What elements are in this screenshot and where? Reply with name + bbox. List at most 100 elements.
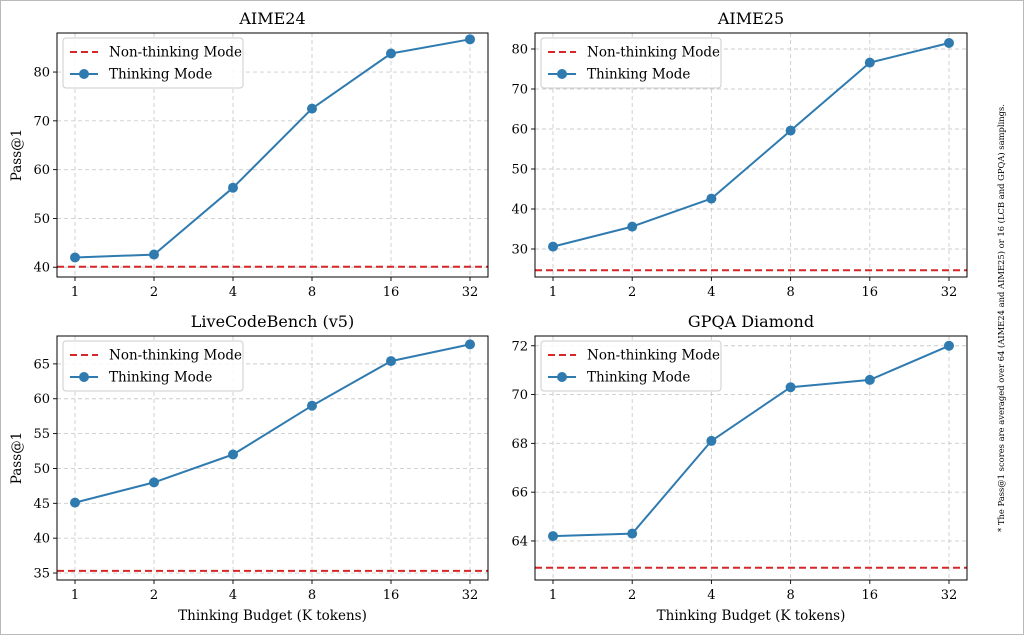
y-tick-label: 68 (511, 437, 528, 452)
legend-thinking-label: Thinking Mode (587, 370, 690, 386)
subplot-livecodebench: LiveCodeBench (v5) 1 2 4 8 16 32 35 40 45 50 55 60 65… (9, 312, 489, 624)
y-tick-label: 60 (33, 392, 50, 407)
axes-frame (56, 335, 489, 581)
legend-thinking-label: Thinking Mode (109, 67, 212, 83)
thinking-point (785, 382, 796, 393)
y-tick-label: 35 (33, 567, 50, 582)
y-tick-label: 80 (511, 43, 528, 58)
subplot-aime25: AIME25 1 2 4 8 16 32 30 40 50 60 70 80 Non-thinking M… (511, 9, 968, 300)
x-tick-label: 16 (383, 285, 400, 300)
x-tick-label: 4 (707, 588, 715, 603)
y-tick-label: 64 (511, 534, 528, 549)
thinking-point (548, 241, 558, 252)
y-tick-label: 40 (511, 203, 528, 218)
x-tick-label: 32 (462, 588, 479, 603)
y-tick-label: 66 (511, 486, 528, 501)
legend-thinking-marker (557, 69, 567, 79)
subplot-title: LiveCodeBench (v5) (191, 312, 354, 331)
thinking-point (465, 339, 475, 350)
legend: Non-thinking Mode Thinking Mode (62, 37, 244, 89)
y-tick-label: 40 (33, 261, 50, 276)
x-tick-label: 2 (150, 588, 158, 603)
legend: Non-thinking Mode Thinking Mode (62, 340, 244, 392)
y-tick-label: 60 (511, 123, 528, 138)
thinking-point (864, 374, 875, 385)
x-tick-label: 16 (862, 588, 879, 603)
x-tick-label: 32 (462, 285, 479, 300)
legend-thinking-marker (557, 372, 567, 382)
x-axis-label: Thinking Budget (K tokens) (178, 608, 367, 624)
legend: Non-thinking Mode Thinking Mode (540, 340, 722, 392)
legend-thinking-marker (79, 69, 89, 79)
x-tick-label: 1 (71, 285, 79, 300)
legend-box (540, 37, 722, 89)
footnote-text: * The Pass@1 scores are averaged over 64… (996, 104, 1006, 532)
x-tick-label: 2 (628, 588, 636, 603)
thinking-line (74, 343, 471, 504)
thinking-point (548, 531, 558, 542)
thinking-point (627, 221, 638, 232)
x-tick-label: 4 (229, 588, 237, 603)
thinking-point (465, 34, 475, 45)
y-tick-label: 40 (33, 532, 50, 547)
x-tick-label: 4 (229, 285, 237, 300)
thinking-point (864, 57, 875, 68)
thinking-point (944, 38, 954, 48)
x-tick-label: 8 (786, 285, 794, 300)
y-axis-label: Pass@1 (9, 432, 25, 484)
y-tick-label: 30 (511, 243, 528, 258)
legend-thinking-label: Thinking Mode (109, 370, 212, 386)
legend-non-thinking-label: Non-thinking Mode (587, 348, 720, 364)
thinking-point (307, 103, 317, 114)
y-tick-label: 70 (511, 388, 528, 403)
y-tick-label: 70 (511, 83, 528, 98)
thinking-point (386, 48, 396, 59)
legend-box (540, 340, 722, 392)
legend: Non-thinking Mode Thinking Mode (540, 37, 722, 89)
thinking-point (785, 125, 796, 136)
x-tick-label: 16 (862, 285, 879, 300)
legend-non-thinking-label: Non-thinking Mode (109, 348, 242, 364)
x-tick-label: 32 (941, 588, 958, 603)
legend-non-thinking-label: Non-thinking Mode (587, 45, 720, 61)
y-tick-label: 65 (33, 357, 50, 372)
x-axis-label: Thinking Budget (K tokens) (657, 608, 846, 624)
legend-box (62, 37, 244, 89)
x-tick-label: 8 (308, 588, 316, 603)
thinking-point (149, 249, 159, 260)
y-axis-label: Pass@1 (9, 129, 25, 181)
axes-frame (56, 32, 489, 278)
legend-box (62, 340, 244, 392)
x-tick-label: 2 (150, 285, 158, 300)
x-tick-label: 8 (786, 588, 794, 603)
y-tick-label: 60 (33, 163, 50, 178)
thinking-point (386, 356, 396, 367)
y-tick-label: 70 (33, 114, 50, 129)
x-tick-label: 1 (549, 285, 557, 300)
subplot-title: AIME24 (238, 9, 305, 28)
legend-non-thinking-label: Non-thinking Mode (109, 45, 242, 61)
y-tick-label: 55 (33, 427, 50, 442)
thinking-point (228, 182, 238, 193)
thinking-point (228, 449, 238, 460)
axes-frame (534, 32, 968, 278)
axes-frame (534, 335, 968, 581)
thinking-line (552, 344, 950, 538)
subplot-aime24: AIME24 1 2 4 8 16 32 40 50 60 70 80 Pass@1 Non-thinki… (9, 9, 489, 300)
thinking-point (944, 340, 954, 351)
y-tick-label: 45 (33, 497, 50, 512)
legend-thinking-marker (79, 372, 89, 382)
legend-thinking-label: Thinking Mode (587, 67, 690, 83)
thinking-point (627, 528, 638, 539)
thinking-point (149, 477, 159, 488)
thinking-line (552, 42, 950, 248)
y-tick-label: 80 (33, 66, 50, 81)
thinking-point (706, 193, 717, 204)
y-tick-label: 72 (511, 339, 528, 354)
x-tick-label: 1 (71, 588, 79, 603)
thinking-point (706, 435, 717, 446)
thinking-point (70, 497, 80, 508)
subplot-gpqa: GPQA Diamond 1 2 4 8 16 32 64 66 68 70 72 Thinking B… (511, 312, 968, 624)
thinking-point (70, 252, 80, 263)
